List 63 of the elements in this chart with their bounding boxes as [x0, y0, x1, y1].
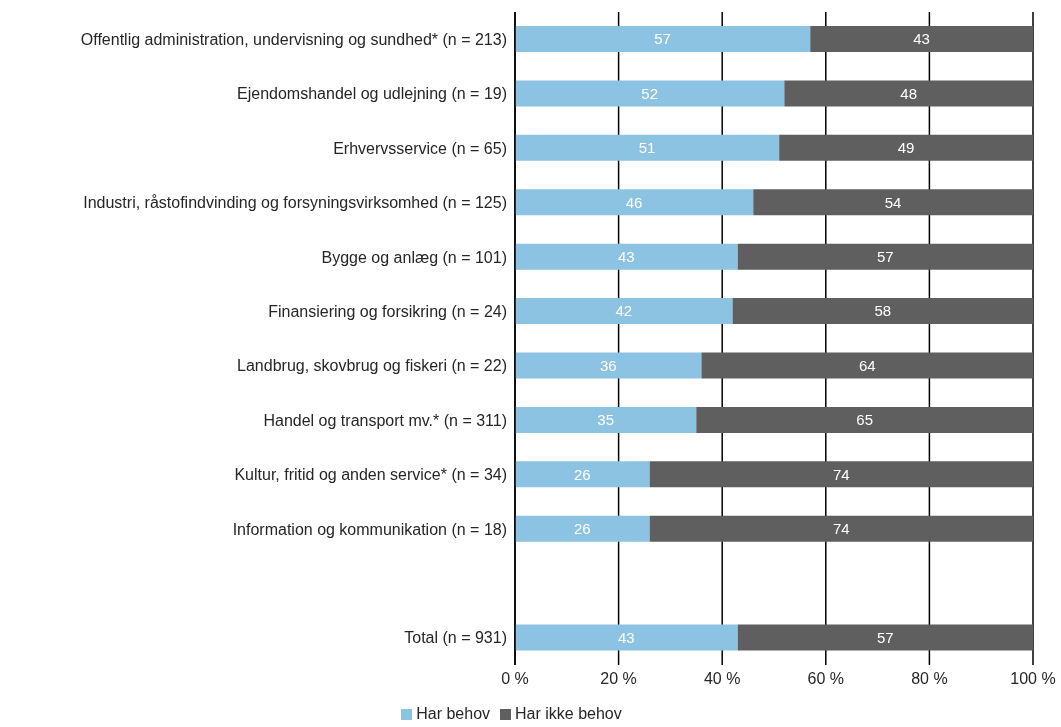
bar	[784, 80, 1033, 107]
bar	[515, 406, 697, 433]
y-tick-label: Information og kommunikation (n = 18)	[232, 520, 507, 538]
bar	[649, 461, 1033, 488]
data-label: 64	[858, 356, 876, 374]
legend-label: Har behov	[416, 705, 491, 722]
bar	[515, 624, 738, 651]
bar	[515, 352, 702, 379]
bar	[701, 352, 1033, 379]
bar	[515, 26, 811, 52]
x-tick-label: 60 %	[807, 670, 845, 688]
bar	[737, 243, 1033, 270]
bar	[779, 134, 1033, 161]
data-label: 54	[884, 193, 902, 211]
data-label: 26	[574, 465, 591, 483]
data-label: 48	[900, 84, 918, 102]
y-tick-label: Kultur, fritid og anden service* (n = 34)	[234, 466, 507, 484]
data-label: 42	[615, 302, 633, 320]
bar	[515, 243, 738, 270]
y-tick-label: Handel og transport mv.* (n = 311)	[263, 411, 507, 429]
y-tick-label: Finansiering og forsikring (n = 24)	[268, 302, 507, 320]
x-tick-label: 100 %	[1010, 670, 1056, 688]
data-label: 43	[913, 30, 930, 48]
y-tick-label: Landbrug, skovbrug og fiskeri (n = 22)	[237, 357, 507, 375]
data-label: 43	[618, 628, 635, 646]
data-label: 49	[897, 139, 915, 157]
data-label: 57	[654, 30, 671, 48]
bar	[515, 461, 650, 488]
data-label: 57	[877, 247, 894, 265]
data-label: 43	[618, 247, 635, 265]
data-label: 58	[874, 302, 892, 320]
data-label: 74	[833, 520, 850, 538]
data-label: 46	[625, 193, 643, 211]
x-tick-label: 0 %	[501, 670, 529, 688]
bar	[810, 26, 1033, 52]
bar	[696, 406, 1033, 433]
bar	[515, 298, 733, 325]
y-tick-label: Industri, råstofindvinding og forsyningsvirksomhed (n = 125)	[83, 194, 507, 212]
x-tick-label: 80 %	[911, 670, 948, 688]
y-tick-label: Offentlig administration, undervisning og sundhed* (n = 213)	[80, 30, 507, 48]
data-label: 65	[856, 411, 873, 429]
bar	[515, 189, 754, 216]
bar	[515, 134, 780, 161]
bar	[737, 624, 1033, 651]
data-label: 35	[597, 411, 614, 429]
bar	[732, 298, 1033, 325]
data-label: 51	[638, 139, 656, 157]
bar	[649, 515, 1033, 542]
x-tick-label: 20 %	[600, 670, 637, 688]
data-label: 52	[641, 84, 659, 102]
data-label: 74	[833, 465, 850, 483]
y-tick-label: Ejendomshandel og udlejning (n = 19)	[237, 85, 507, 103]
y-tick-label: Total (n = 931)	[404, 629, 507, 647]
data-label: 26	[574, 520, 591, 538]
x-tick-label: 40 %	[703, 670, 741, 688]
bar	[515, 80, 785, 107]
data-label: 36	[599, 356, 617, 374]
y-tick-label: Erhvervsservice (n = 65)	[333, 139, 507, 157]
legend-label: Har ikke behov	[515, 705, 622, 722]
data-label: 57	[877, 628, 894, 646]
bar	[753, 189, 1033, 216]
y-tick-label: Bygge og anlæg (n = 101)	[321, 248, 507, 266]
bar	[515, 515, 650, 542]
